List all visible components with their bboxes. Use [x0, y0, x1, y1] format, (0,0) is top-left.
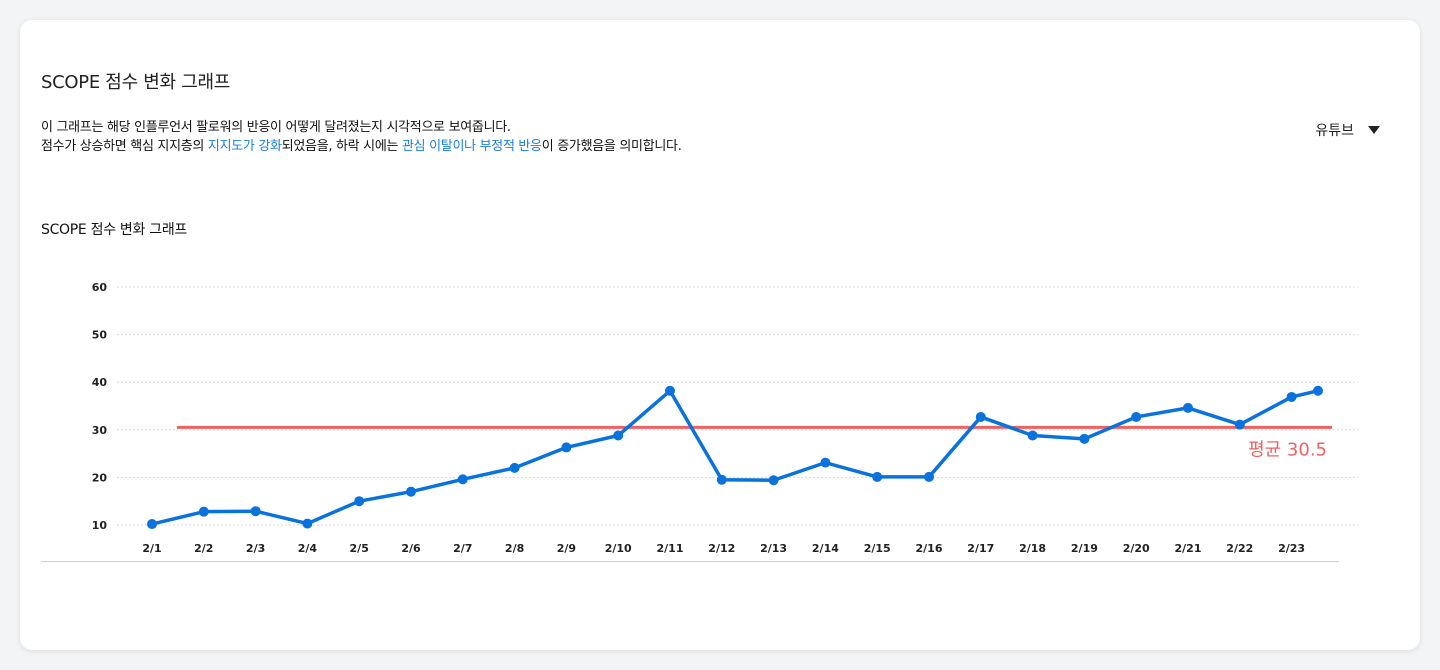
- y-tick-label: 60: [92, 281, 108, 294]
- x-tick-label: 2/20: [1123, 542, 1150, 555]
- data-point: [1313, 385, 1323, 396]
- x-tick-label: 2/13: [760, 542, 787, 555]
- data-point: [302, 518, 313, 529]
- data-point: [406, 486, 416, 497]
- data-point: [820, 457, 831, 468]
- x-tick-label: 2/6: [401, 542, 421, 555]
- data-point: [457, 474, 468, 485]
- x-tick-label: 2/8: [505, 542, 524, 555]
- x-tick-label: 2/11: [657, 542, 684, 555]
- y-tick-label: 10: [92, 519, 108, 532]
- data-point: [924, 471, 934, 482]
- data-point: [354, 496, 365, 507]
- x-tick-label: 2/15: [864, 542, 891, 555]
- data-point: [1183, 402, 1193, 413]
- data-point: [1027, 430, 1038, 441]
- x-tick-label: 2/18: [1019, 542, 1046, 555]
- description-line-2: 점수가 상승하면 핵심 지지층의 지지도가 강화되었음을, 하락 시에는 관심 …: [41, 137, 682, 156]
- description-text-c: 이 증가했음을 의미합니다.: [541, 139, 682, 154]
- x-tick-label: 2/9: [557, 542, 576, 555]
- series-line: [151, 389, 1319, 526]
- x-tick-label: 2/5: [350, 542, 369, 555]
- x-tick-label: 2/19: [1071, 542, 1098, 555]
- x-tick-label: 2/1: [142, 542, 161, 555]
- data-point: [768, 475, 779, 486]
- data-point: [147, 519, 157, 530]
- x-tick-label: 2/12: [708, 542, 735, 555]
- data-point: [872, 471, 883, 482]
- platform-select[interactable]: 유튜브: [1315, 120, 1380, 140]
- caret-down-icon[interactable]: [1368, 126, 1380, 134]
- y-tick-label: 30: [92, 424, 108, 437]
- x-tick-label: 2/23: [1278, 542, 1305, 555]
- y-tick-label: 20: [92, 471, 108, 484]
- x-tick-label: 2/3: [246, 542, 265, 555]
- data-point: [250, 506, 261, 517]
- x-tick-label: 2/2: [194, 542, 213, 555]
- data-point: [665, 385, 675, 396]
- y-tick-label: 40: [92, 376, 108, 389]
- x-tick-label: 2/14: [812, 542, 839, 555]
- data-point: [975, 411, 986, 422]
- data-point: [1131, 411, 1142, 422]
- data-point: [1234, 419, 1245, 430]
- description-text-b: 되었음을, 하락 시에는: [281, 139, 402, 154]
- x-tick-label: 2/10: [605, 542, 632, 555]
- data-point: [561, 442, 572, 453]
- data-point: [198, 506, 209, 517]
- x-tick-label: 2/7: [453, 542, 472, 555]
- x-tick-label: 2/22: [1226, 542, 1253, 555]
- description-line-1: 이 그래프는 해당 인플루언서 팔로워의 반응이 어떻게 달려졌는지 시각적으로…: [41, 120, 511, 135]
- data-point: [509, 462, 520, 473]
- chart-title: SCOPE 점수 변화 그래프: [41, 222, 187, 238]
- data-point: [1286, 391, 1297, 402]
- page-title: SCOPE 점수 변화 그래프: [41, 72, 230, 93]
- chart-divider: [41, 561, 1339, 562]
- data-point: [613, 430, 624, 441]
- highlight-negative: 관심 이탈이나 부정적 반응: [402, 139, 542, 154]
- average-label: 평균 30.5: [1248, 439, 1327, 460]
- highlight-support: 지지도가 강화: [207, 139, 282, 154]
- x-tick-label: 2/21: [1175, 542, 1202, 555]
- data-point: [716, 474, 727, 485]
- x-tick-label: 2/4: [298, 542, 318, 555]
- y-tick-label: 50: [92, 329, 108, 342]
- description-text-a: 점수가 상승하면 핵심 지지층의: [41, 139, 208, 154]
- x-tick-label: 2/16: [916, 542, 943, 555]
- data-point: [1079, 433, 1090, 444]
- platform-select-value: 유튜브: [1315, 123, 1354, 139]
- x-tick-label: 2/17: [967, 542, 994, 555]
- description: 이 그래프는 해당 인플루언서 팔로워의 반응이 어떻게 달려졌는지 시각적으로…: [41, 118, 682, 156]
